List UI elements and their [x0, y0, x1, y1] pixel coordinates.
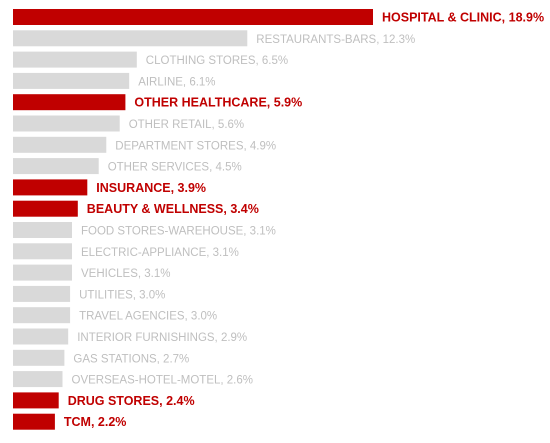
data-label-department-stores: DEPARTMENT STORES, 4.9%: [115, 140, 276, 152]
bar-food-stores-warehouse: [13, 222, 72, 238]
data-label-hospital-clinic: HOSPITAL & CLINIC, 18.9%: [382, 11, 544, 25]
bar-drug-stores: [13, 392, 59, 409]
data-label-other-healthcare: OTHER HEALTHCARE, 5.9%: [134, 96, 302, 110]
data-label-travel-agencies: TRAVEL AGENCIES, 3.0%: [79, 311, 217, 323]
bar-restaurants-bars: [13, 30, 248, 47]
data-label-tcm: TCM, 2.2%: [64, 415, 127, 429]
bar-hospital-clinic: [13, 9, 373, 25]
bar-department-stores: [13, 136, 107, 153]
data-label-other-services: OTHER SERVICES, 4.5%: [108, 162, 242, 174]
bar-other-healthcare: [13, 94, 126, 111]
bar-tcm: [13, 413, 55, 430]
data-label-food-stores-warehouse: FOOD STORES-WAREHOUSE, 3.1%: [81, 226, 276, 238]
data-label-drug-stores: DRUG STORES, 2.4%: [68, 394, 195, 408]
data-label-beauty-wellness: BEAUTY & WELLNESS, 3.4%: [87, 202, 259, 216]
bar-clothing-stores: [13, 51, 137, 68]
data-label-utilities: UTILITIES, 3.0%: [79, 289, 165, 301]
data-label-other-retail: OTHER RETAIL, 5.6%: [129, 119, 244, 131]
bar-vehicles: [13, 264, 72, 281]
data-label-restaurants-bars: RESTAURANTS-BARS, 12.3%: [256, 34, 415, 46]
bar-airline: [13, 72, 130, 89]
data-label-airline: AIRLINE, 6.1%: [138, 76, 215, 88]
bar-utilities: [13, 285, 71, 302]
bar-interior-furnishings: [13, 328, 69, 345]
bar-other-services: [13, 158, 99, 175]
bar-beauty-wellness: [13, 200, 78, 217]
data-label-electric-appliance: ELECTRIC-APPLIANCE, 3.1%: [81, 247, 239, 259]
data-label-overseas-hotel-motel: OVERSEAS-HOTEL-MOTEL, 2.6%: [72, 375, 254, 387]
data-label-clothing-stores: CLOTHING STORES, 6.5%: [146, 55, 288, 67]
bar-other-retail: [13, 115, 120, 132]
bar-travel-agencies: [13, 307, 71, 324]
data-label-interior-furnishings: INTERIOR FURNISHINGS, 2.9%: [77, 332, 247, 344]
data-label-vehicles: VEHICLES, 3.1%: [81, 268, 170, 280]
data-label-insurance: INSURANCE, 3.9%: [96, 181, 206, 195]
data-label-gas-stations: GAS STATIONS, 2.7%: [73, 353, 189, 365]
bar-overseas-hotel-motel: [13, 371, 63, 388]
bar-electric-appliance: [13, 243, 72, 260]
bar-gas-stations: [13, 349, 65, 366]
bar-insurance: [13, 179, 88, 196]
